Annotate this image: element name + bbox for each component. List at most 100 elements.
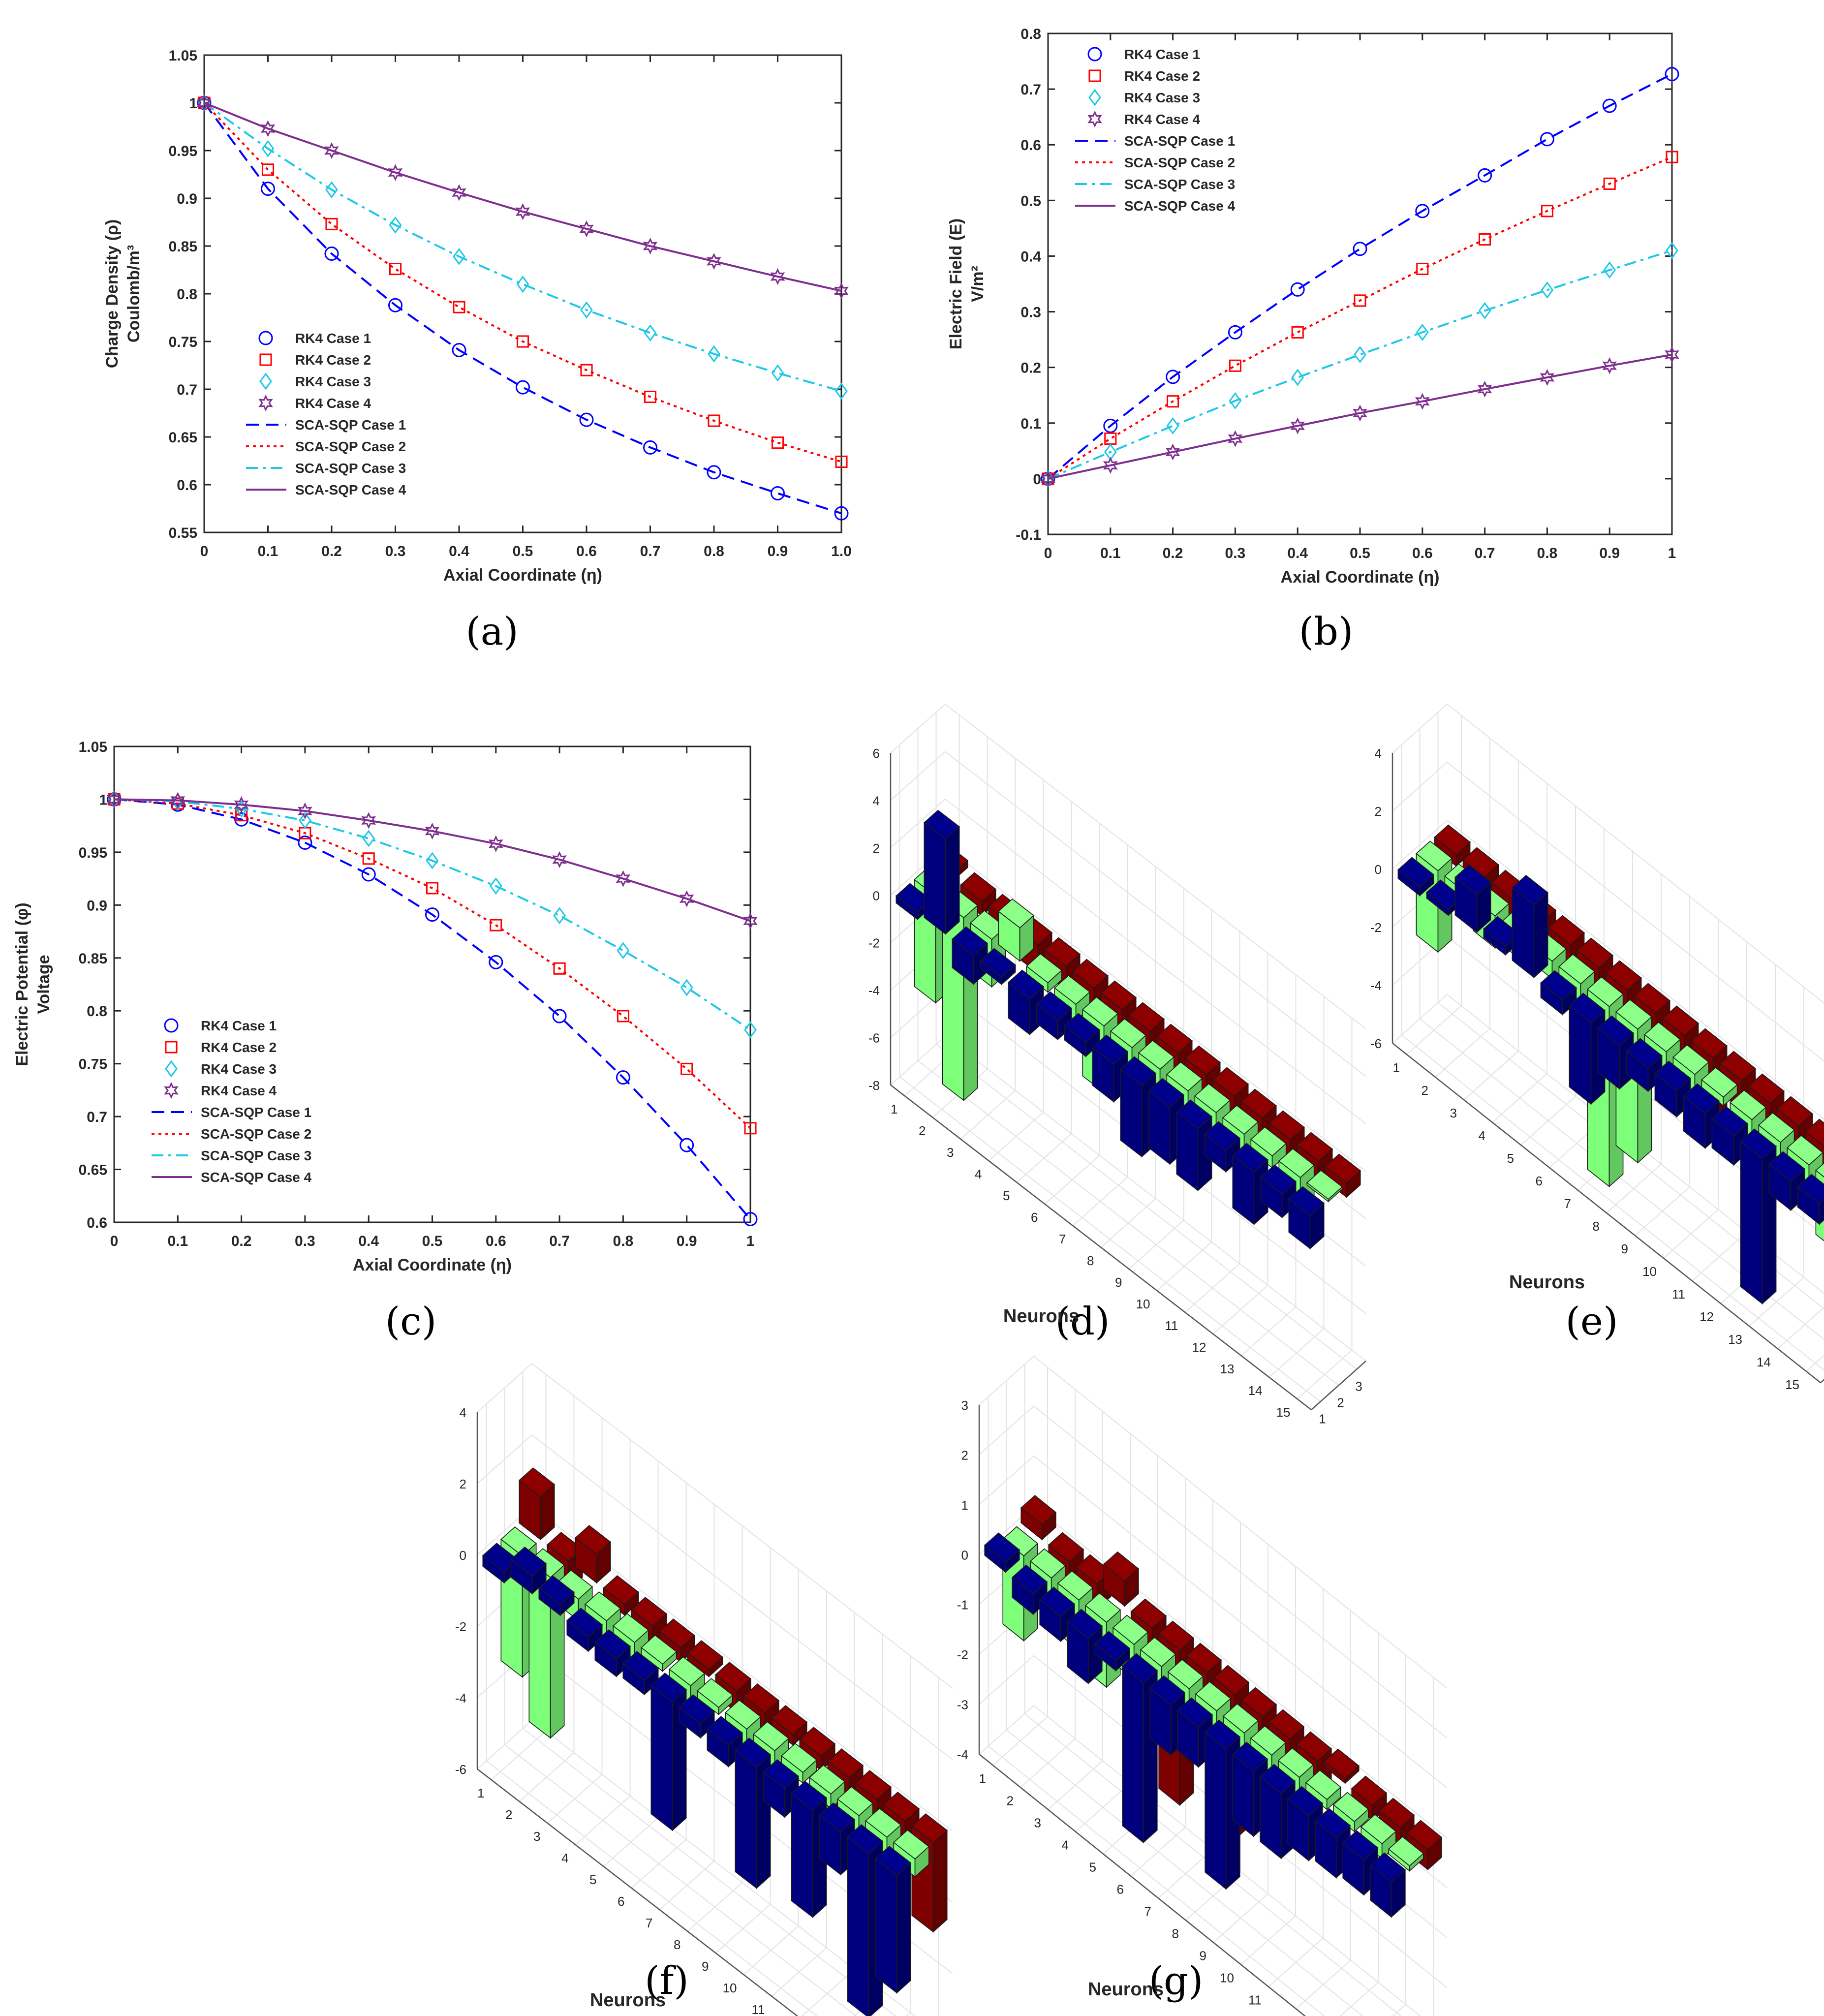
bar-top-face [1103, 1551, 1140, 1582]
rk4-case-3-point [1354, 346, 1366, 364]
rk4-case-4-point [579, 220, 594, 238]
legend-entry: SCA-SQP Case 2 [1124, 155, 1235, 170]
rk4-case-1-point [1166, 370, 1180, 384]
legend-entry: RK4 Case 1 [201, 1018, 277, 1033]
sca-sqp-case-3-line [114, 798, 751, 1031]
rk4-case-3-point [680, 979, 693, 996]
y-tick-label: 0.65 [169, 430, 197, 446]
z-tick-label: 4 [1375, 746, 1382, 761]
x-tick-label: 0.2 [321, 543, 342, 559]
bar-top-face [1082, 996, 1118, 1027]
rk4-case-3-point [835, 382, 848, 400]
rk4-case-1-point [1353, 242, 1367, 256]
y-tick-label: 0.4 [1020, 248, 1041, 265]
neuron-tick-label: 11 [752, 2002, 765, 2016]
x-tick-label: 1 [746, 1233, 755, 1249]
grid-line [935, 1044, 1358, 1370]
rk4-case-4-point [834, 282, 849, 300]
bar-top-face [1597, 1015, 1634, 1046]
rk4-case-3-point [426, 852, 439, 869]
bar-front-face [875, 1858, 897, 1994]
rk4-case-2-point [426, 882, 439, 895]
legend-entry: RK4 Case 2 [295, 352, 371, 368]
neuron-tick-label: 1 [891, 1102, 897, 1117]
bar-top-face [1194, 1083, 1231, 1114]
bar-top-face [1306, 1170, 1343, 1200]
bar-top-face [1325, 1153, 1361, 1184]
rk4-case-4-point [107, 791, 122, 808]
grid-line [504, 1744, 857, 2016]
bar-top-face [707, 1716, 743, 1746]
y-tick-label: 0.7 [177, 382, 197, 398]
legend-entry: RK4 Case 2 [1124, 68, 1200, 84]
rk4-case-3-point [1603, 261, 1616, 279]
rk4-case-1-point [771, 486, 785, 500]
rk4-case-4-point [1041, 470, 1055, 487]
rk4-case-3-point [1229, 392, 1242, 410]
bar-top-face [1213, 1665, 1250, 1695]
bar-side-face [1533, 892, 1548, 979]
legend-marker [1088, 89, 1101, 106]
z-tick-label: 4 [460, 1405, 466, 1420]
grid-line [1777, 1306, 1824, 1349]
bar-front-face [1740, 1140, 1763, 1305]
grid-line [1339, 1982, 1379, 2016]
rk4-case-2-point [1541, 205, 1553, 217]
bar-top-face [725, 1700, 761, 1730]
neuron-tick-label: 9 [1115, 1275, 1122, 1290]
y-tick-label: 1.05 [79, 739, 107, 755]
rk4-case-4-point [170, 792, 185, 809]
bar-top-face [1378, 1798, 1415, 1828]
rk4-case-3-point [1666, 242, 1678, 259]
rk4-case-1-point [489, 955, 503, 969]
bar-top-face [1084, 1592, 1121, 1623]
bar-top-face [1342, 1830, 1379, 1861]
x-axis-line [979, 1754, 1306, 2016]
neuron-tick-label: 10 [1220, 1971, 1234, 1985]
neurons-axis-label: Neurons [590, 1990, 666, 2011]
rk4-case-1-point [743, 1212, 758, 1227]
y-tick-label: 0.6 [1020, 137, 1041, 154]
rk4-case-3-point [325, 181, 338, 199]
rk4-case-4-point [197, 94, 212, 112]
grid-line [917, 1060, 1339, 1386]
neuron-tick-label: 5 [589, 1872, 596, 1887]
bar-top-face [1434, 824, 1471, 855]
legend-marker [165, 1041, 178, 1054]
x-tick-label: 0.3 [1225, 545, 1246, 561]
rk4-case-4-point [515, 203, 530, 220]
y-tick-label: 0.5 [1020, 193, 1041, 209]
bar-top-face [1360, 1814, 1397, 1844]
y-tick-label: 0.8 [177, 286, 197, 303]
legend-marker [1087, 110, 1102, 128]
bar-top-face [1148, 1078, 1184, 1108]
neuron-tick-label: 5 [1507, 1151, 1514, 1166]
panel-label-f: (f) [645, 1959, 689, 2003]
legend-entry: RK4 Case 1 [1124, 47, 1200, 62]
rk4-case-3-point [580, 301, 593, 319]
rk4-case-4-point [1228, 430, 1243, 447]
bar-top-face [1149, 1675, 1186, 1706]
bar-top-face [538, 1575, 575, 1606]
rk4-case-1-point [834, 506, 849, 521]
line-chart-b: 0 0.1 0.2 0.3 0.4 0.5 0.6 0.7 0.8 0.9 1-0.100.10.2… [947, 26, 1679, 587]
legend-entry: SCA-SQP Case 1 [295, 417, 406, 433]
bar-top-face [1260, 1164, 1297, 1195]
rk4-case-4-point [1540, 369, 1555, 386]
rk4-case-4-point [1103, 457, 1118, 474]
y-tick-label: 0.8 [1020, 26, 1041, 42]
bar-top-face [1064, 1013, 1100, 1043]
rk4-case-2-point [389, 263, 402, 276]
bar-top-face [1587, 976, 1624, 1007]
bar-top-face [1332, 1792, 1369, 1822]
y-tick-label: 0.75 [169, 334, 197, 350]
sca-sqp-case-4-line [204, 102, 842, 292]
legend-marker [165, 1060, 178, 1078]
neuron-tick-label: 8 [674, 1937, 680, 1952]
y-tick-label: 0.7 [87, 1109, 107, 1125]
bar-top-face [1388, 1836, 1424, 1866]
bar-top-face [585, 1591, 621, 1621]
z-tick-label: 1 [961, 1498, 968, 1513]
legend-entry: SCA-SQP Case 3 [201, 1148, 311, 1163]
